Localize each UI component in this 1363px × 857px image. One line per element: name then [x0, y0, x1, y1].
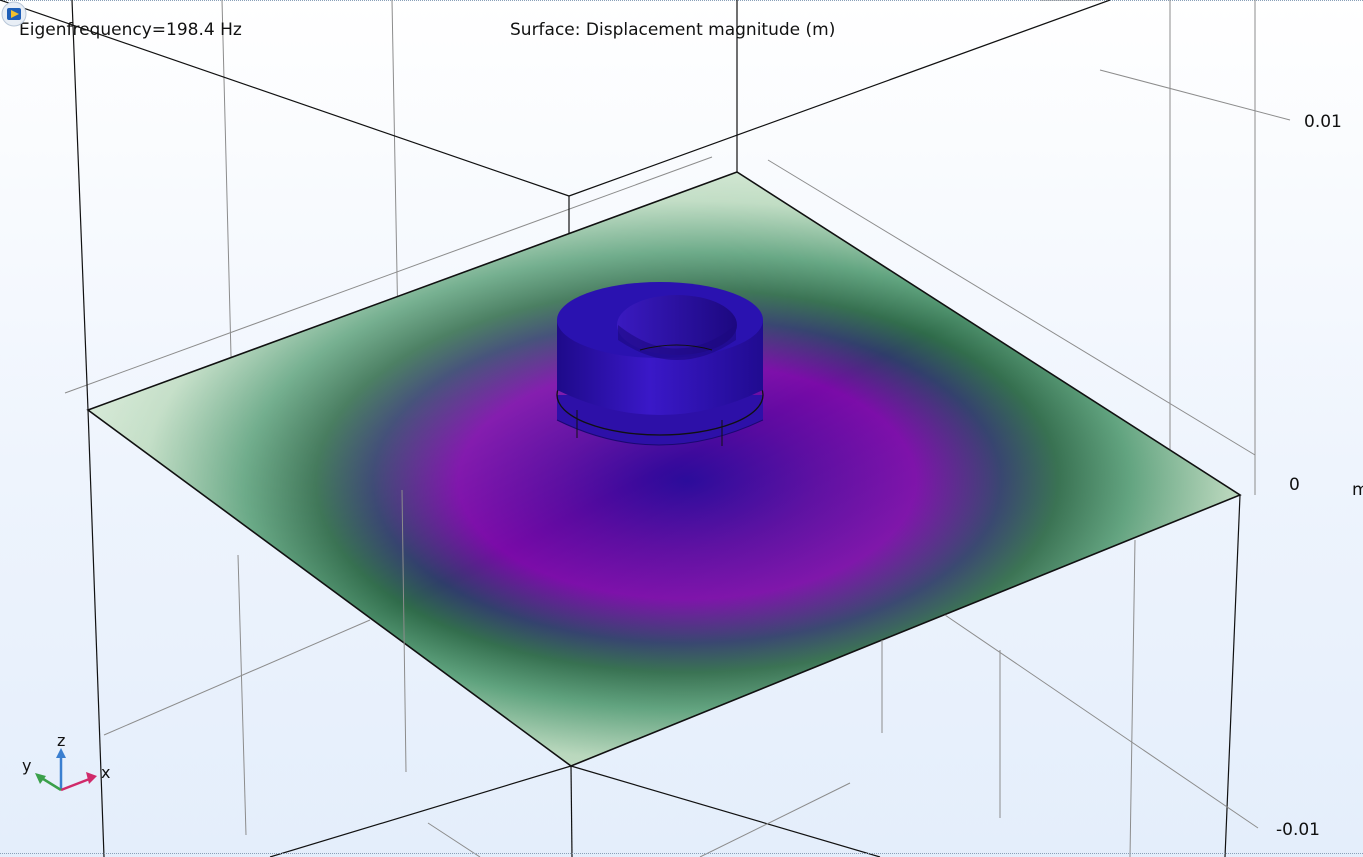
deformed-plate — [86, 171, 1242, 767]
triad-z-label: z — [57, 731, 66, 750]
axis-triad — [35, 748, 97, 792]
z-axis-tick-bottom: -0.01 — [1276, 820, 1320, 840]
grid-lines-front — [103, 489, 1259, 857]
triad-x-label: x — [101, 763, 111, 782]
app-logo-icon[interactable] — [0, 0, 28, 28]
bounding-box-front — [87, 409, 1241, 857]
triad-y-label: y — [22, 756, 32, 775]
z-axis-unit: m — [1352, 480, 1363, 500]
z-axis-tick-middle: 0 — [1289, 475, 1300, 495]
viewport-bottom-border — [0, 853, 1363, 855]
grid-lines-back — [64, 0, 1291, 495]
viewport-top-border — [0, 0, 1363, 2]
bounding-box-back — [0, 0, 1111, 411]
plot-title: Surface: Displacement magnitude (m) — [510, 20, 836, 40]
eigenfrequency-label: Eigenfrequency=198.4 Hz — [19, 20, 242, 40]
z-axis-tick-top: 0.01 — [1304, 112, 1342, 132]
ring-cylinder — [556, 282, 764, 446]
